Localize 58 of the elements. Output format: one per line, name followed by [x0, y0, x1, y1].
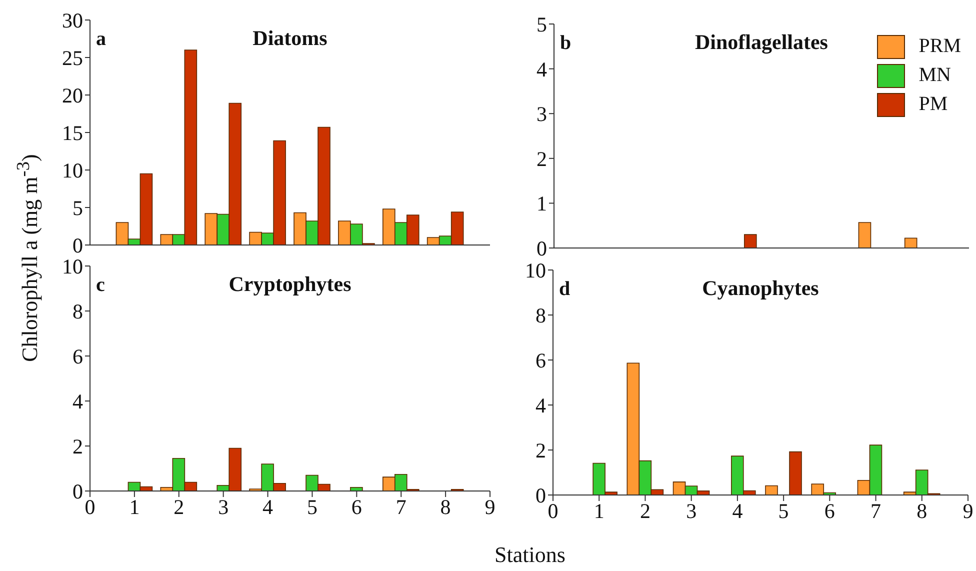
- y-tick-label: 2: [536, 438, 546, 462]
- x-tick-label: 1: [594, 498, 604, 523]
- legend-label: PRM: [918, 35, 961, 58]
- y-tick-label: 30: [62, 8, 83, 32]
- y-tick-label: 6: [536, 348, 546, 372]
- y-tick-label: 5: [536, 12, 547, 36]
- y-tick-label: 4: [536, 57, 548, 82]
- x-tick-label: 9: [962, 498, 974, 523]
- chart-title: Cyanophytes: [702, 276, 819, 300]
- y-tick-label: 10: [62, 158, 83, 182]
- y-tick-label: 3: [536, 102, 547, 126]
- y-tick-label: 4: [536, 393, 546, 418]
- y-tick-label: 5: [72, 196, 83, 220]
- y-tick-label: 15: [62, 120, 83, 145]
- y-tick-label: 10: [525, 258, 546, 282]
- annotation: b: [560, 32, 572, 55]
- annotation: a: [96, 28, 106, 51]
- y-tick-label: 20: [62, 83, 83, 108]
- x-tick-label: 8: [916, 498, 928, 523]
- chart-title: Cryptophytes: [228, 272, 352, 296]
- legend-label: PM: [918, 93, 948, 116]
- y-tick-label: 0: [536, 236, 547, 260]
- x-tick-label: 7: [396, 494, 406, 519]
- bar: [904, 238, 918, 248]
- chart-title: Dinoflagellates: [695, 30, 828, 54]
- bar: [744, 234, 757, 248]
- x-tick-label: 5: [778, 498, 789, 523]
- y-tick-label: 8: [536, 303, 546, 328]
- x-tick-label: 4: [732, 498, 744, 523]
- x-tick-label: 6: [824, 498, 835, 523]
- y-tick-label: 0: [72, 479, 83, 504]
- legend-label: MN: [918, 64, 951, 87]
- x-tick-label: 5: [306, 494, 318, 519]
- y-tick-label: 25: [62, 46, 83, 70]
- chart-title: Diatoms: [252, 26, 328, 50]
- y-tick-label: 8: [72, 299, 83, 324]
- annotation: d: [559, 278, 570, 301]
- x-tick-label: 7: [870, 498, 882, 523]
- bar: [789, 451, 802, 495]
- y-tick-label: 2: [72, 434, 83, 458]
- x-tick-label: 4: [262, 494, 274, 519]
- x-tick-label: 2: [174, 494, 184, 519]
- bar: [858, 222, 872, 248]
- x-tick-label: 9: [484, 494, 496, 519]
- x-tick-label: 1: [129, 494, 140, 519]
- x-tick-label: 8: [440, 494, 451, 519]
- y-tick-label: 2: [536, 146, 547, 171]
- x-tick-label: 2: [640, 498, 650, 523]
- annotation: c: [96, 274, 105, 297]
- x-axis-title: Stations: [494, 542, 566, 568]
- x-tick-label: 3: [218, 494, 229, 519]
- bar: [765, 485, 778, 495]
- x-tick-label: 3: [686, 498, 697, 523]
- x-tick-label: 6: [351, 494, 362, 519]
- bar: [350, 487, 363, 491]
- y-tick-label: 4: [72, 389, 84, 414]
- y-tick-label: 1: [536, 192, 547, 216]
- y-tick-label: 6: [72, 344, 83, 368]
